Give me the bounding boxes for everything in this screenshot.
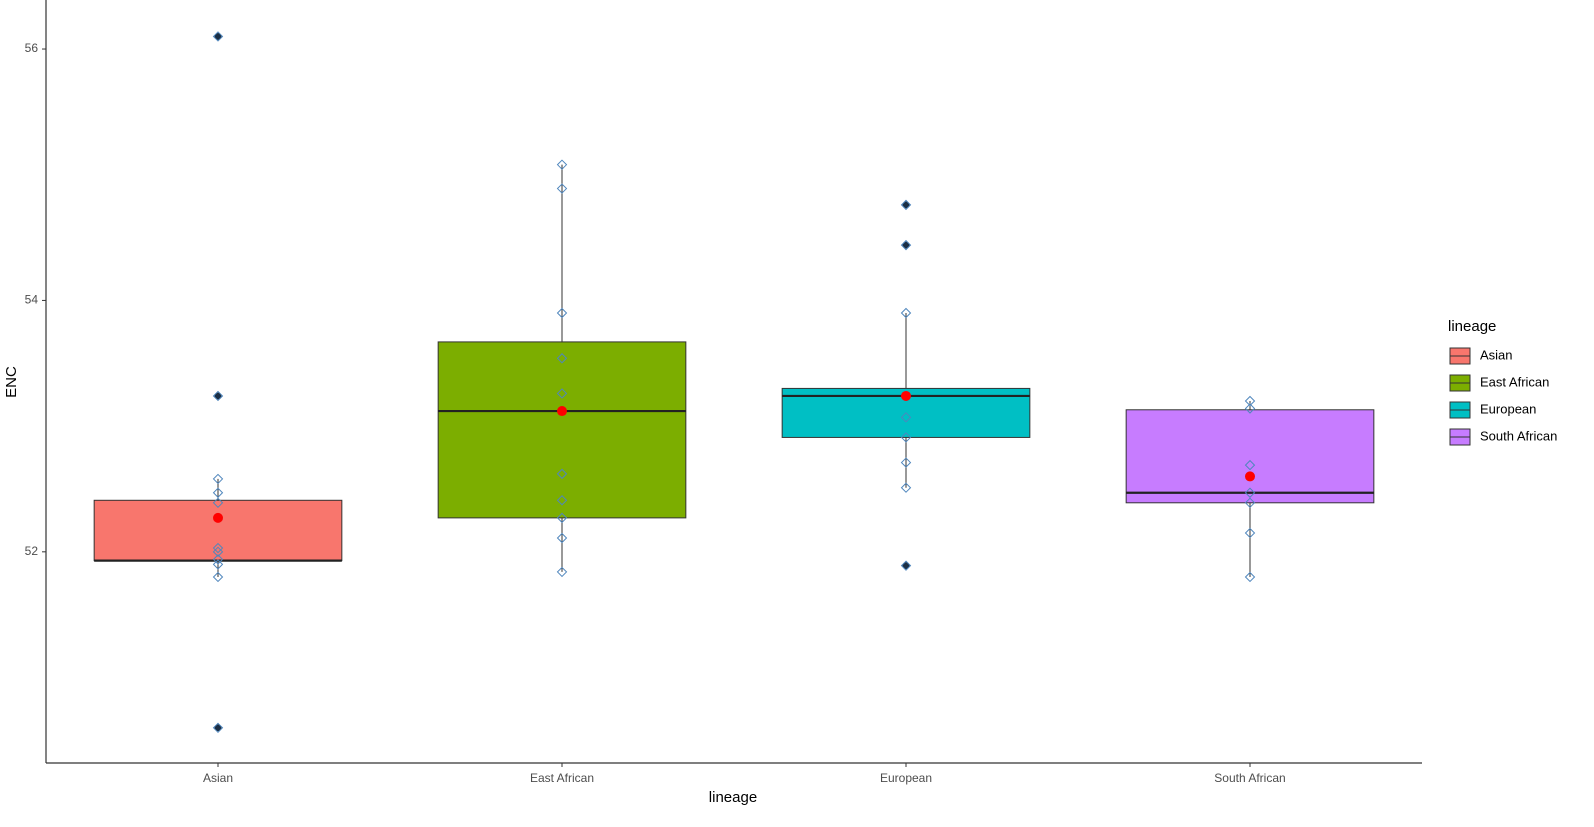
legend-label: European: [1480, 401, 1536, 416]
data-point: [900, 239, 912, 251]
x-tick-label: Asian: [203, 771, 233, 785]
data-point: [556, 183, 568, 194]
legend-label: Asian: [1480, 347, 1513, 362]
data-point: [212, 722, 224, 734]
data-point: [212, 542, 224, 554]
data-point: [212, 571, 224, 583]
data-point: [212, 554, 224, 565]
data-point: [556, 307, 568, 319]
mean: [557, 406, 567, 417]
outlier: [902, 241, 910, 249]
data-point: [900, 199, 912, 211]
data-point: [556, 512, 568, 524]
data-point: [1244, 459, 1256, 471]
data-point: [212, 390, 224, 402]
mean: [213, 512, 223, 523]
outlier: [214, 724, 222, 732]
data-point: [1244, 403, 1256, 414]
mean: [901, 390, 911, 401]
data-point: [556, 468, 568, 480]
x-tick-label: European: [880, 771, 932, 785]
data-point: [900, 307, 912, 319]
data-point: [556, 566, 568, 578]
data-point: [556, 353, 568, 364]
y-tick-label: 56: [25, 41, 39, 55]
outlier: [902, 201, 910, 209]
data-point: [900, 432, 912, 443]
data-point: [212, 31, 224, 42]
mean: [1245, 471, 1255, 482]
legend-label: East African: [1480, 374, 1549, 389]
x-tick-label: East African: [530, 771, 594, 785]
data-point: [900, 457, 912, 468]
box: [93, 499, 343, 562]
data-point: [212, 559, 224, 570]
legend-label: South African: [1480, 428, 1557, 443]
data-point: [900, 482, 912, 493]
data-point: [900, 560, 912, 571]
data-point: [1244, 497, 1256, 509]
y-tick-label: 54: [25, 293, 39, 307]
legend-title: lineage: [1448, 318, 1496, 335]
x-axis-title: lineage: [709, 789, 757, 806]
data-point: [556, 495, 568, 506]
y-tick-label: 52: [25, 544, 39, 558]
data-point: [1244, 527, 1256, 539]
data-point: [212, 497, 224, 509]
outlier: [214, 32, 222, 40]
data-point: [1244, 395, 1256, 407]
box: [437, 341, 687, 519]
box: [1125, 409, 1375, 504]
x-tick-label: South African: [1214, 771, 1285, 785]
data-point: [900, 412, 912, 423]
data-point: [556, 159, 568, 170]
data-point: [556, 532, 568, 544]
data-point: [1244, 487, 1256, 498]
data-point: [212, 487, 224, 498]
y-axis-title: ENC: [3, 366, 20, 398]
data-point: [212, 546, 224, 558]
data-point: [1244, 571, 1256, 583]
outlier: [902, 562, 910, 570]
data-point: [212, 473, 224, 485]
outlier: [214, 392, 222, 400]
data-point: [556, 388, 568, 399]
